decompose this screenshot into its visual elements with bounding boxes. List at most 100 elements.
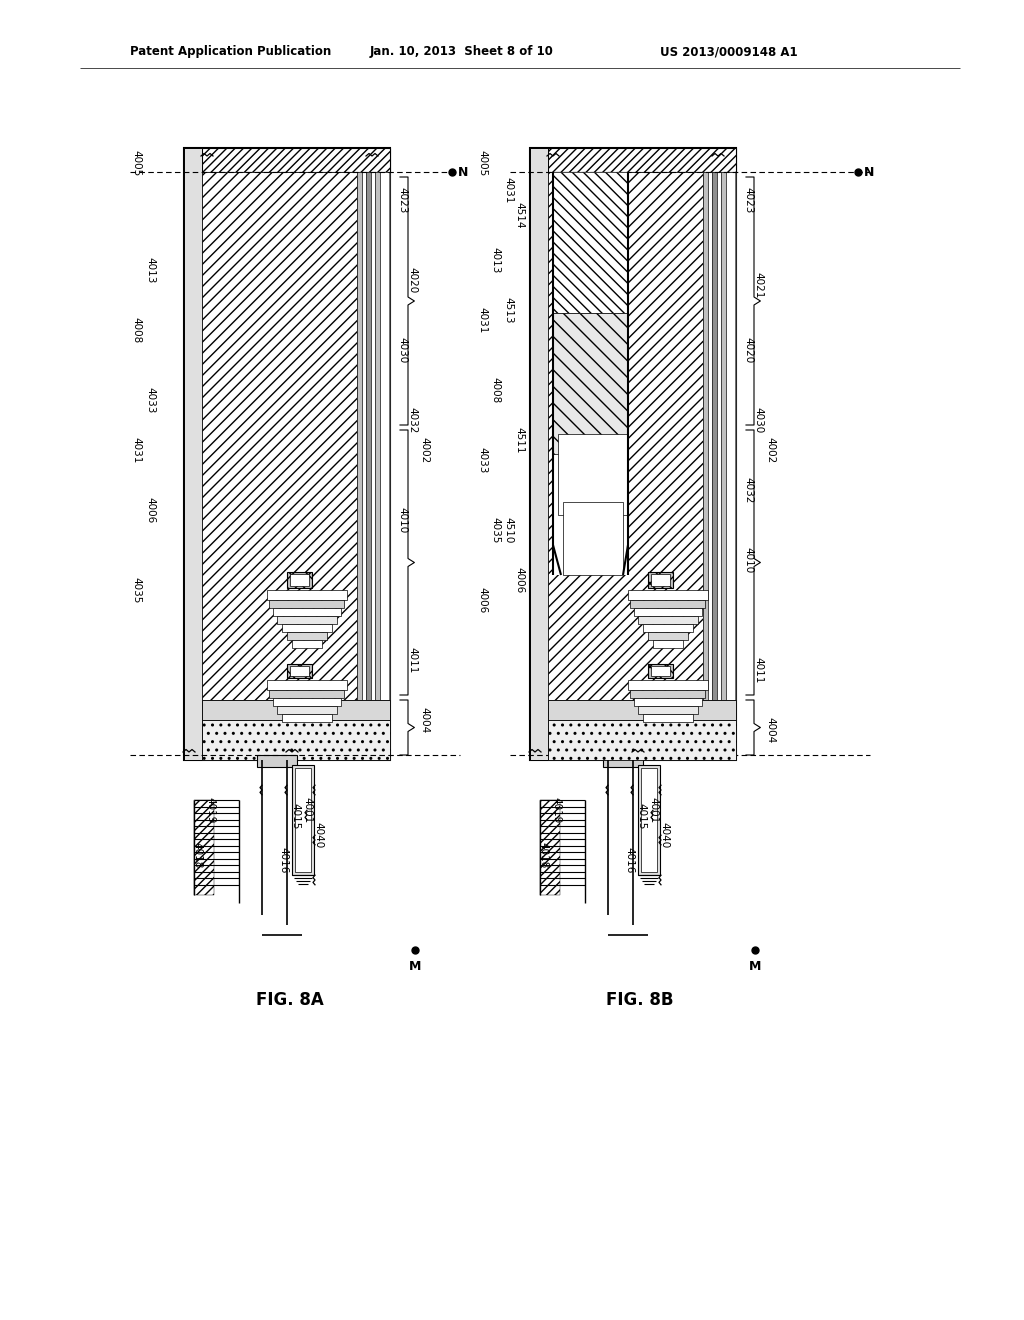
Text: 4023: 4023	[743, 187, 753, 214]
Text: 4018: 4018	[193, 842, 202, 869]
Bar	[184, 148, 202, 760]
Bar	[638, 706, 698, 714]
Text: 4001: 4001	[648, 797, 658, 824]
Text: 4019: 4019	[205, 797, 215, 824]
Text: 4008: 4008	[490, 378, 500, 403]
Bar	[357, 172, 362, 700]
Text: N: N	[864, 165, 874, 178]
Text: FIG. 8A: FIG. 8A	[256, 991, 324, 1008]
Text: 4015: 4015	[636, 803, 646, 829]
Bar	[267, 590, 347, 601]
Text: 4013: 4013	[145, 257, 155, 284]
Bar	[362, 172, 366, 700]
Text: 4004: 4004	[419, 708, 429, 733]
Bar	[653, 640, 683, 648]
Bar	[548, 148, 736, 172]
Text: 4002: 4002	[419, 437, 429, 463]
Text: Jan. 10, 2013  Sheet 8 of 10: Jan. 10, 2013 Sheet 8 of 10	[370, 45, 554, 58]
Bar	[375, 172, 380, 700]
Text: 4030: 4030	[753, 407, 763, 433]
Bar	[708, 172, 712, 700]
Text: M: M	[749, 960, 761, 973]
Bar	[287, 572, 312, 587]
Bar	[267, 680, 347, 690]
Text: 4015: 4015	[290, 803, 300, 829]
Text: 4020: 4020	[743, 337, 753, 363]
Text: 4031: 4031	[131, 437, 141, 463]
Bar	[194, 800, 214, 895]
Bar	[540, 800, 560, 895]
Bar	[643, 624, 693, 632]
Bar	[292, 766, 314, 875]
Bar	[357, 172, 390, 700]
Text: 4010: 4010	[743, 546, 753, 573]
Text: 4023: 4023	[397, 187, 407, 214]
Bar	[648, 572, 673, 587]
Bar	[184, 148, 390, 760]
Text: 4018: 4018	[538, 842, 548, 869]
Bar	[563, 503, 623, 576]
Text: 4013: 4013	[490, 247, 500, 273]
Bar	[287, 664, 312, 678]
Bar	[202, 172, 357, 700]
Bar	[721, 172, 726, 700]
Text: 4004: 4004	[765, 717, 775, 743]
Bar	[273, 698, 341, 706]
Text: 4031: 4031	[503, 177, 513, 203]
Text: 4033: 4033	[145, 387, 155, 413]
Text: 4021: 4021	[753, 272, 763, 298]
Text: 4513: 4513	[503, 297, 513, 323]
Bar	[553, 313, 628, 454]
Bar	[278, 616, 337, 624]
Bar	[603, 755, 643, 767]
Text: 4016: 4016	[278, 847, 288, 874]
Text: 4040: 4040	[313, 822, 323, 849]
Text: 4040: 4040	[659, 822, 669, 849]
Bar	[278, 706, 337, 714]
Text: 4511: 4511	[514, 426, 524, 453]
Text: 4008: 4008	[131, 317, 141, 343]
Text: Patent Application Publication: Patent Application Publication	[130, 45, 331, 58]
Bar	[202, 148, 390, 172]
Text: 4010: 4010	[397, 507, 407, 533]
Bar	[548, 700, 736, 719]
Bar	[273, 609, 341, 616]
Text: 4011: 4011	[407, 647, 417, 673]
Text: 4006: 4006	[514, 566, 524, 593]
Bar	[530, 148, 548, 760]
Text: FIG. 8B: FIG. 8B	[606, 991, 674, 1008]
Bar	[630, 690, 705, 698]
Text: 4032: 4032	[407, 407, 417, 433]
Bar	[651, 574, 670, 586]
Bar	[634, 609, 702, 616]
Bar	[282, 624, 332, 632]
Bar	[202, 700, 390, 719]
Bar	[553, 172, 628, 576]
Bar	[548, 719, 736, 760]
Bar	[643, 714, 693, 722]
Bar	[371, 172, 375, 700]
Bar	[648, 632, 688, 640]
Bar	[269, 690, 344, 698]
Text: 4011: 4011	[753, 657, 763, 684]
Text: 4033: 4033	[477, 446, 487, 473]
Bar	[726, 172, 735, 700]
Text: 4020: 4020	[407, 267, 417, 293]
Bar	[290, 667, 309, 676]
Bar	[530, 148, 736, 760]
Bar	[558, 434, 628, 515]
Bar	[380, 172, 389, 700]
Text: 4006: 4006	[477, 587, 487, 612]
Bar	[630, 601, 705, 609]
Text: M: M	[409, 960, 421, 973]
Bar	[638, 616, 698, 624]
Bar	[628, 590, 708, 601]
Text: 4006: 4006	[145, 496, 155, 523]
Bar	[257, 755, 297, 767]
Bar	[553, 172, 628, 313]
Text: 4016: 4016	[624, 847, 634, 874]
Bar	[712, 172, 717, 700]
Text: 4005: 4005	[477, 150, 487, 176]
Bar	[282, 714, 332, 722]
Bar	[717, 172, 721, 700]
